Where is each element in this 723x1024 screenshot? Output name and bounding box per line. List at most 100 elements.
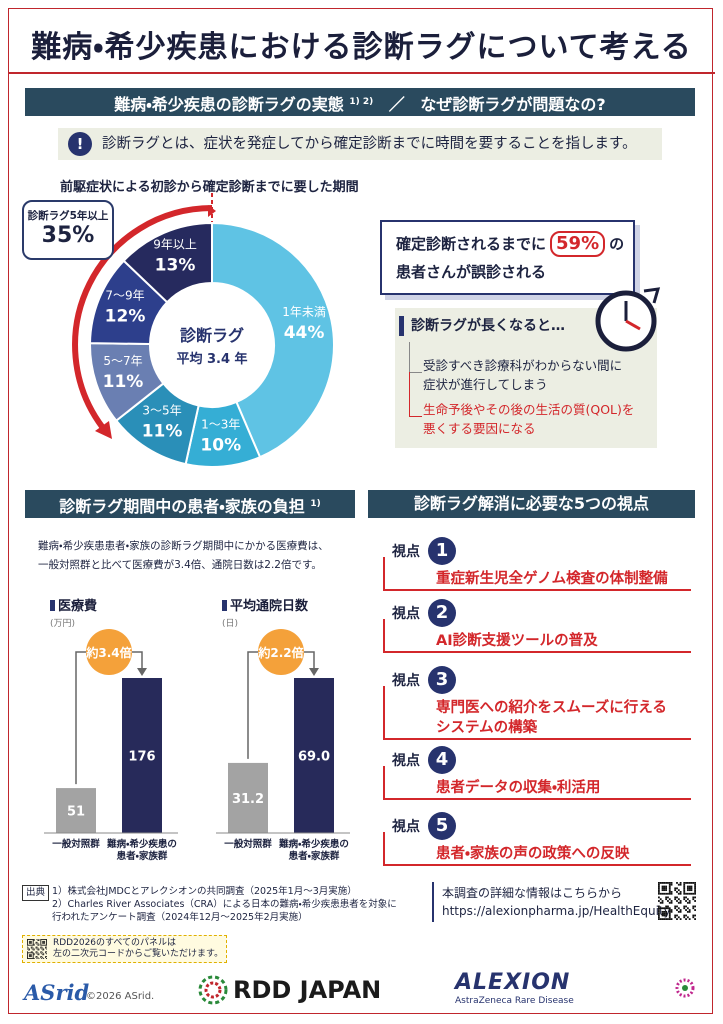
qr-module <box>27 957 28 959</box>
qr-module <box>27 944 29 946</box>
qr-module <box>28 954 30 956</box>
chart-unit: (万円) <box>50 618 75 629</box>
qr-module <box>658 885 660 888</box>
qr-module <box>36 948 38 950</box>
qr-module <box>40 956 42 958</box>
qr-module <box>694 900 696 902</box>
qr-module <box>27 948 28 950</box>
chart-title: 平均通院日数 <box>230 598 309 614</box>
qr-module <box>667 896 669 899</box>
qr-module <box>43 941 45 943</box>
segment-value: 44% <box>284 323 325 343</box>
qr-module <box>688 882 691 884</box>
qr-module <box>665 896 668 899</box>
qr-module <box>690 889 693 892</box>
viewpoint-line <box>383 619 691 653</box>
qr-module <box>658 907 660 910</box>
viewpoint-text: 専門医への紹介をスムーズに行える システムの構築 <box>436 700 667 736</box>
qr-module <box>45 956 47 958</box>
qr-module <box>683 891 686 893</box>
qr-module <box>31 958 33 959</box>
qr-module <box>667 892 669 895</box>
qr-module <box>27 947 29 949</box>
qr-module <box>677 898 680 901</box>
qr-module <box>658 883 660 886</box>
qr-module <box>27 940 28 942</box>
donut-center-subtitle: 平均 3.4 年 <box>176 351 247 367</box>
viewpoint-label: 視点 <box>390 816 422 836</box>
heading-note: 1) 2) <box>349 97 374 107</box>
qr-module <box>45 951 47 953</box>
x-tick-label: 一般対照群 <box>224 839 272 850</box>
arrow-head <box>95 421 112 439</box>
viewpoint-label: 視点 <box>390 670 422 690</box>
section-heading: 診断ラグ解消に必要な5つの視点 <box>368 490 695 518</box>
qr-module <box>46 942 47 944</box>
qr-module <box>33 939 35 941</box>
alexion-sub: AstraZeneca Rare Disease <box>455 996 574 1006</box>
ratio-arrow <box>309 668 319 676</box>
qr-module <box>32 944 34 946</box>
qr-module <box>665 914 668 917</box>
qr-module <box>46 944 47 946</box>
qr-module <box>36 956 38 958</box>
qr-module <box>679 892 682 895</box>
qr-module <box>41 946 43 948</box>
qr-module <box>661 912 664 915</box>
qr-module <box>683 916 686 919</box>
asrid-logo: ASrid <box>24 980 90 1005</box>
qr-module <box>36 951 38 953</box>
qr-module <box>661 918 664 920</box>
qr-module <box>28 942 30 944</box>
qr-module <box>42 957 44 959</box>
qr-module <box>661 889 664 892</box>
qr-module <box>663 914 666 917</box>
qr-module <box>683 892 686 895</box>
qr-module <box>37 957 39 959</box>
qr-module <box>27 939 29 940</box>
qr-module <box>658 916 660 919</box>
qr-module <box>43 939 45 940</box>
qr-module <box>40 951 42 953</box>
qr-module <box>38 944 40 946</box>
qr-module <box>32 939 34 941</box>
qr-module <box>694 896 696 899</box>
qr-module <box>683 889 686 892</box>
qr-module <box>686 907 689 910</box>
qr-module <box>37 954 39 956</box>
qr-module <box>658 910 660 913</box>
qr-module <box>32 943 34 945</box>
qr-module <box>32 949 34 951</box>
qr-module <box>40 939 42 940</box>
qr-module <box>37 947 39 949</box>
qr-module <box>683 907 686 910</box>
bar-value: 69.0 <box>298 750 330 765</box>
qr-module <box>676 896 678 899</box>
qr-module <box>43 948 45 950</box>
qr-module <box>688 900 691 902</box>
qr-module <box>30 942 32 944</box>
qr-module <box>30 941 32 943</box>
qr-module <box>686 882 689 884</box>
qr-module <box>33 949 35 951</box>
source: 1）株式会社JMDCとアレクシオンの共同調査（2025年1月～3月実施） <box>52 886 357 897</box>
qr-module <box>661 907 664 910</box>
qr-module <box>694 918 696 920</box>
qr-module <box>44 942 46 944</box>
qr-module <box>42 940 44 942</box>
qr-module <box>37 952 39 954</box>
qr-module <box>667 905 669 908</box>
title-marker <box>222 600 227 611</box>
qr-module <box>679 883 682 886</box>
qr-module <box>38 939 40 941</box>
qr-module <box>659 882 662 884</box>
qr-module <box>670 918 673 920</box>
viewpoint-number: 3 <box>428 666 456 694</box>
qr-module <box>667 918 669 920</box>
qr-module <box>35 957 37 959</box>
definition-icon: ! <box>68 132 92 156</box>
qr-module <box>31 939 33 940</box>
text: の <box>609 235 625 253</box>
qr-module <box>37 942 39 944</box>
